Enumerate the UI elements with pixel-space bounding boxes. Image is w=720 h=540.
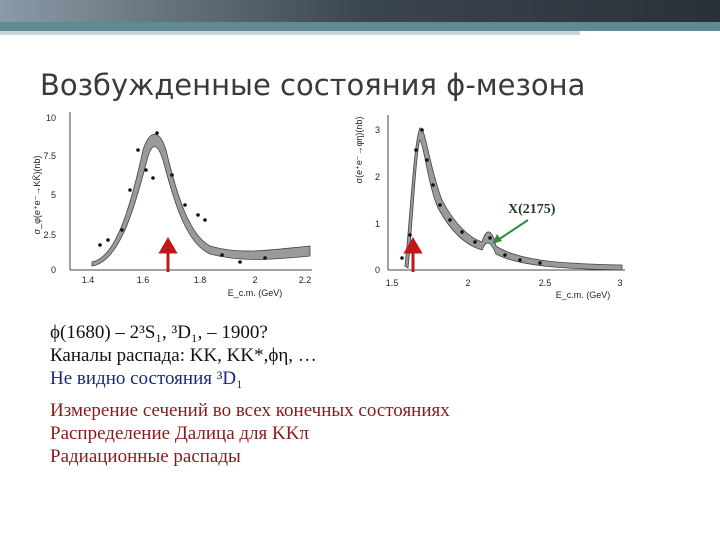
text-line: Распределение Далица для KKπ: [50, 423, 309, 444]
slide-title: Возбужденные состояния ϕ-мезона: [40, 68, 585, 102]
y-tick-label: 2.5: [43, 230, 56, 240]
x-tick-label: 2: [252, 275, 257, 285]
red-arrow: [158, 237, 178, 272]
x-tick-label: 2: [465, 278, 470, 288]
text-line: Измерение сечений во всех конечных состо…: [50, 400, 450, 421]
x-tick-label: 1.6: [137, 275, 150, 285]
y-tick-label: 5: [51, 190, 56, 200]
text-line: Не видно состояния ³D₁: [50, 368, 243, 389]
y-tick-label: 0: [375, 265, 380, 275]
y-tick-label: 7.5: [43, 151, 56, 161]
plot-right: σ(e⁺e⁻→φη)(nb) 3 2 1 0 1.5 2 2.5 3 E_c.m…: [354, 115, 625, 300]
fit-band: [91, 133, 311, 267]
x-tick-label: 1.8: [194, 275, 207, 285]
text-line: Радиационные распады: [50, 446, 241, 467]
data-points: [98, 131, 267, 264]
text-line: Каналы распада: KK, KK*,ϕη, …: [50, 345, 317, 366]
annotation-arrowhead: [492, 234, 502, 244]
y-tick-label: 10: [46, 113, 56, 123]
data-points: [400, 128, 542, 265]
y-tick-label: 0: [51, 265, 56, 275]
annotation-arrow: [497, 219, 529, 241]
text-line: ϕ(1680) – 2³S₁, ³D₁, – 1900?: [50, 322, 268, 343]
y-tick-label: 2: [375, 172, 380, 182]
y-tick-label: 1: [375, 219, 380, 229]
x-tick-label: 2.5: [539, 278, 552, 288]
fit-band: [404, 127, 623, 271]
x-label: E_c.m. (GeV): [228, 288, 283, 298]
accent-line: [0, 31, 580, 35]
plot-left: σ_φ(e⁺e⁻→KK̄)(nb) 10 7.5 5 2.5 0 1.4 1.6…: [32, 112, 312, 298]
y-tick-label: 3: [375, 125, 380, 135]
top-bar: [0, 0, 720, 22]
x-tick-label: 1.4: [82, 275, 95, 285]
x-label: E_c.m. (GeV): [556, 290, 611, 300]
x-tick-label: 2.2: [299, 275, 312, 285]
x-tick-label: 3: [617, 278, 622, 288]
red-arrow: [403, 237, 423, 272]
y-label: σ(e⁺e⁻→φη)(nb): [354, 117, 364, 184]
x-tick-label: 1.5: [386, 278, 399, 288]
accent-bar: [0, 22, 720, 31]
y-label: σ_φ(e⁺e⁻→KK̄)(nb): [32, 156, 42, 235]
annotation: X(2175): [508, 202, 556, 217]
